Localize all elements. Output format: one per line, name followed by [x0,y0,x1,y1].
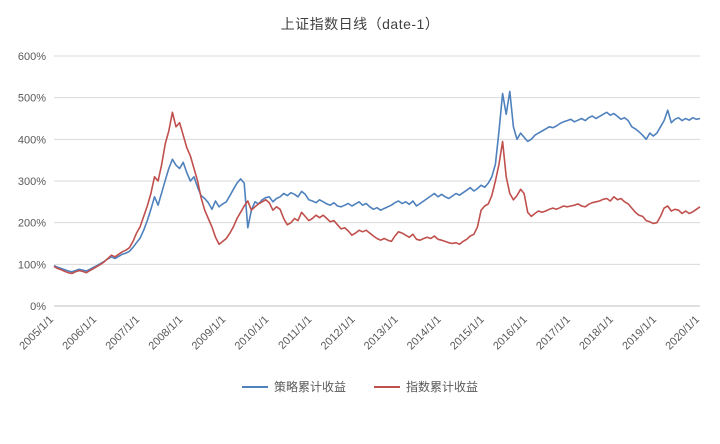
x-tick-label: 2020/1/1 [663,314,702,353]
x-tick-label: 2006/1/1 [60,314,99,353]
y-tick-label: 600% [18,51,46,63]
x-tick-label: 2018/1/1 [577,314,616,353]
x-tick-label: 2013/1/1 [362,314,401,353]
x-tick-label: 2019/1/1 [620,314,659,353]
y-tick-label: 400% [18,134,46,146]
legend-label-index: 指数累计收益 [406,380,479,394]
legend-item-index: 指数累计收益 [374,378,478,395]
x-tick-label: 2012/1/1 [319,314,358,353]
x-tick-label: 2017/1/1 [534,314,573,353]
chart-title: 上证指数日线（date-1） [280,16,440,32]
x-tick-label: 2015/1/1 [448,314,487,353]
y-tick-label: 100% [18,259,46,271]
y-tick-label: 0% [30,301,46,313]
legend-label-strategy: 策略累计收益 [273,380,346,394]
y-tick-label: 500% [18,93,46,105]
strategy-line-swatch [241,385,268,388]
x-tick-label: 2010/1/1 [233,314,272,353]
x-tick-label: 2016/1/1 [491,314,530,353]
series-line-1 [53,111,701,275]
x-tick-label: 2009/1/1 [190,314,229,353]
y-tick-label: 300% [18,176,46,188]
line-chart: 0% 100% 200% 300% 400% 500% 600% 2005/1/1 2006/1… [17,51,702,353]
x-tick-label: 2007/1/1 [103,314,142,353]
chart-legend: 策略累计收益 指数累计收益 [0,378,720,395]
x-tick-label: 2011/1/1 [276,314,314,352]
series-line-0 [53,90,701,273]
x-tick-label: 2014/1/1 [405,314,444,353]
y-tick-label: 200% [18,218,46,230]
legend-item-strategy: 策略累计收益 [241,378,346,395]
x-tick-label: 2008/1/1 [147,314,186,353]
x-tick-label: 2005/1/1 [17,314,56,353]
index-line-swatch [374,385,400,388]
